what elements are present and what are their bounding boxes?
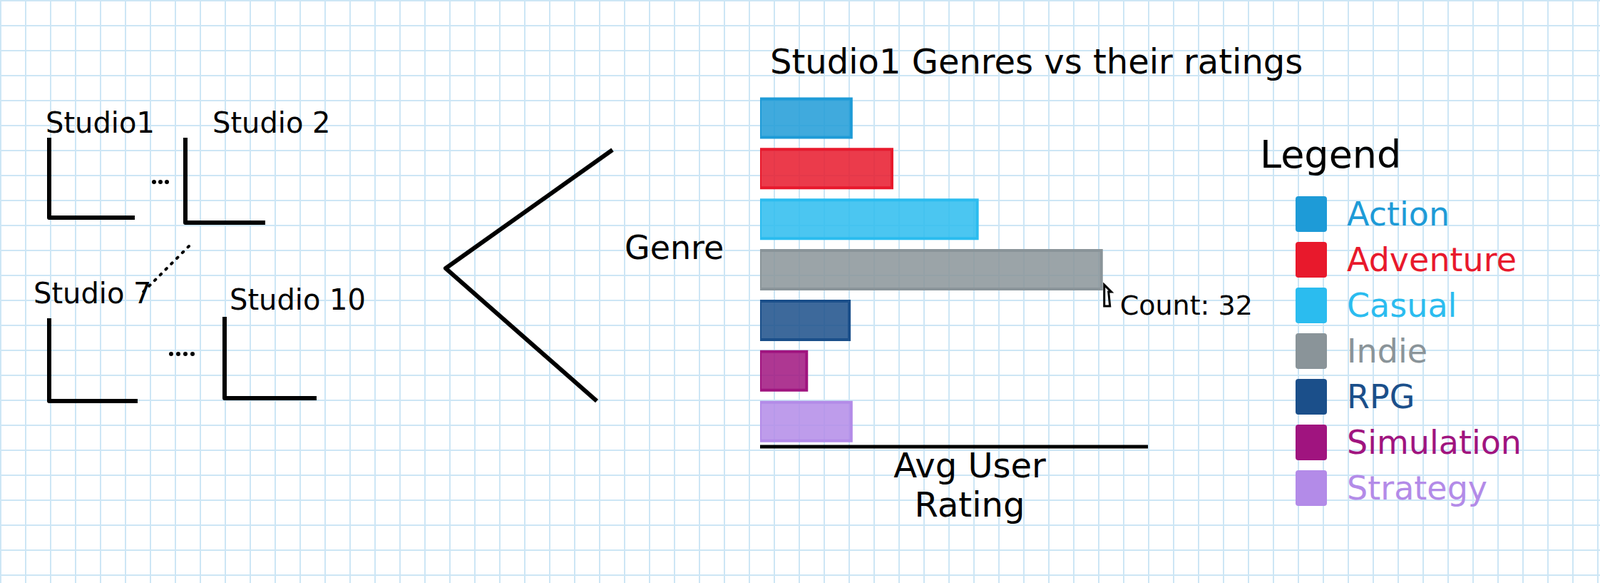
html-text:Action: Action <box>1346 194 1450 234</box>
svg-text:Studio1: Studio1 <box>45 106 155 140</box>
html-text:RPG: RPG <box>1346 377 1415 416</box>
html-text:Casual: Casual <box>1346 285 1457 325</box>
svg-text:Studio 10: Studio 10 <box>229 283 366 316</box>
svg-text:Studio 7: Studio 7 <box>33 276 152 310</box>
html-text:Legend: Legend <box>1259 131 1402 177</box>
html-text:Avg User Rating: Avg User Rating <box>893 444 1046 525</box>
svg-text:Studio 2: Studio 2 <box>212 106 331 140</box>
html-text:Studio1 Genres vs their rating: Studio1 Genres vs their ratings <box>770 41 1303 82</box>
html-text:Strategy: Strategy <box>1346 468 1488 507</box>
html-text:Indie: Indie <box>1346 331 1428 371</box>
svg-text:Count: 32: Count: 32 <box>1120 289 1253 321</box>
html-text:Simulation: Simulation <box>1346 422 1522 462</box>
html-text:Adventure: Adventure <box>1346 240 1517 279</box>
html-text:Genre: Genre <box>624 228 724 267</box>
